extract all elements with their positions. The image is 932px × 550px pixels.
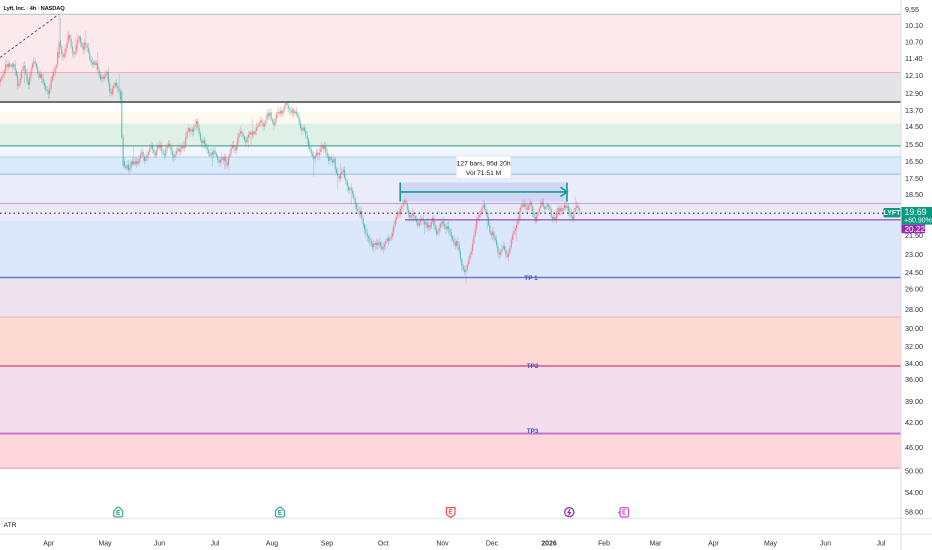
svg-text:+60.90%: +60.90% (904, 217, 932, 224)
svg-text:12.90: 12.90 (905, 89, 923, 98)
svg-text:127 bars, 95d 20h: 127 bars, 95d 20h (457, 161, 511, 168)
svg-text:ATR: ATR (4, 522, 17, 529)
svg-text:46.00: 46.00 (905, 443, 923, 452)
svg-text:21.50: 21.50 (905, 231, 923, 240)
svg-text:Jul: Jul (211, 540, 220, 547)
svg-text:19.69: 19.69 (905, 207, 927, 217)
svg-text:39.00: 39.00 (905, 397, 923, 406)
svg-text:15.50: 15.50 (905, 140, 923, 149)
svg-text:Apr: Apr (708, 540, 719, 547)
svg-text:58.00: 58.00 (905, 508, 923, 517)
svg-text:18.50: 18.50 (905, 190, 923, 199)
svg-text:2026: 2026 (541, 540, 556, 547)
svg-text:23.00: 23.00 (905, 250, 923, 259)
svg-text:30.00: 30.00 (905, 324, 923, 333)
svg-text:Oct: Oct (378, 540, 389, 547)
svg-text:13.70: 13.70 (905, 106, 923, 115)
svg-text:Jul: Jul (877, 540, 886, 547)
svg-text:Aug: Aug (266, 540, 278, 547)
svg-text:28.00: 28.00 (905, 305, 923, 314)
svg-text:May: May (98, 540, 112, 547)
svg-text:42.00: 42.00 (905, 418, 923, 427)
svg-text:Jun: Jun (154, 540, 165, 547)
svg-text:26.00: 26.00 (905, 285, 923, 294)
svg-text:Sep: Sep (321, 540, 333, 547)
svg-text:50.00: 50.00 (905, 467, 923, 476)
svg-text:TP3: TP3 (527, 428, 539, 435)
svg-text:10.10: 10.10 (905, 21, 923, 30)
svg-text:Mar: Mar (650, 540, 663, 547)
svg-text:Jun: Jun (820, 540, 831, 547)
svg-text:24.50: 24.50 (905, 268, 923, 277)
svg-text:May: May (764, 540, 778, 547)
svg-text:12.10: 12.10 (905, 71, 923, 80)
svg-text:10.70: 10.70 (905, 38, 923, 47)
svg-text:32.00: 32.00 (905, 342, 923, 351)
svg-text:Lyft, Inc. · 4h · NASDAQ: Lyft, Inc. · 4h · NASDAQ (4, 6, 66, 12)
svg-text:16.50: 16.50 (905, 157, 923, 166)
svg-text:14.50: 14.50 (905, 122, 923, 131)
svg-text:9.55: 9.55 (905, 5, 919, 14)
svg-text:17.50: 17.50 (905, 174, 923, 183)
svg-text:54.00: 54.00 (905, 488, 923, 497)
svg-text:TP2: TP2 (527, 363, 539, 370)
svg-text:TP 1: TP 1 (524, 275, 538, 282)
svg-text:20.22: 20.22 (905, 225, 926, 234)
svg-text:Feb: Feb (598, 540, 610, 547)
svg-text:LYFT: LYFT (884, 210, 901, 217)
svg-text:34.00: 34.00 (905, 359, 923, 368)
svg-text:Vol 71.51 M: Vol 71.51 M (466, 170, 502, 177)
svg-text:Apr: Apr (43, 540, 54, 547)
svg-text:11.40: 11.40 (905, 54, 922, 63)
svg-text:Nov: Nov (436, 540, 449, 547)
svg-text:Dec: Dec (486, 540, 499, 547)
svg-text:36.00: 36.00 (905, 375, 923, 384)
